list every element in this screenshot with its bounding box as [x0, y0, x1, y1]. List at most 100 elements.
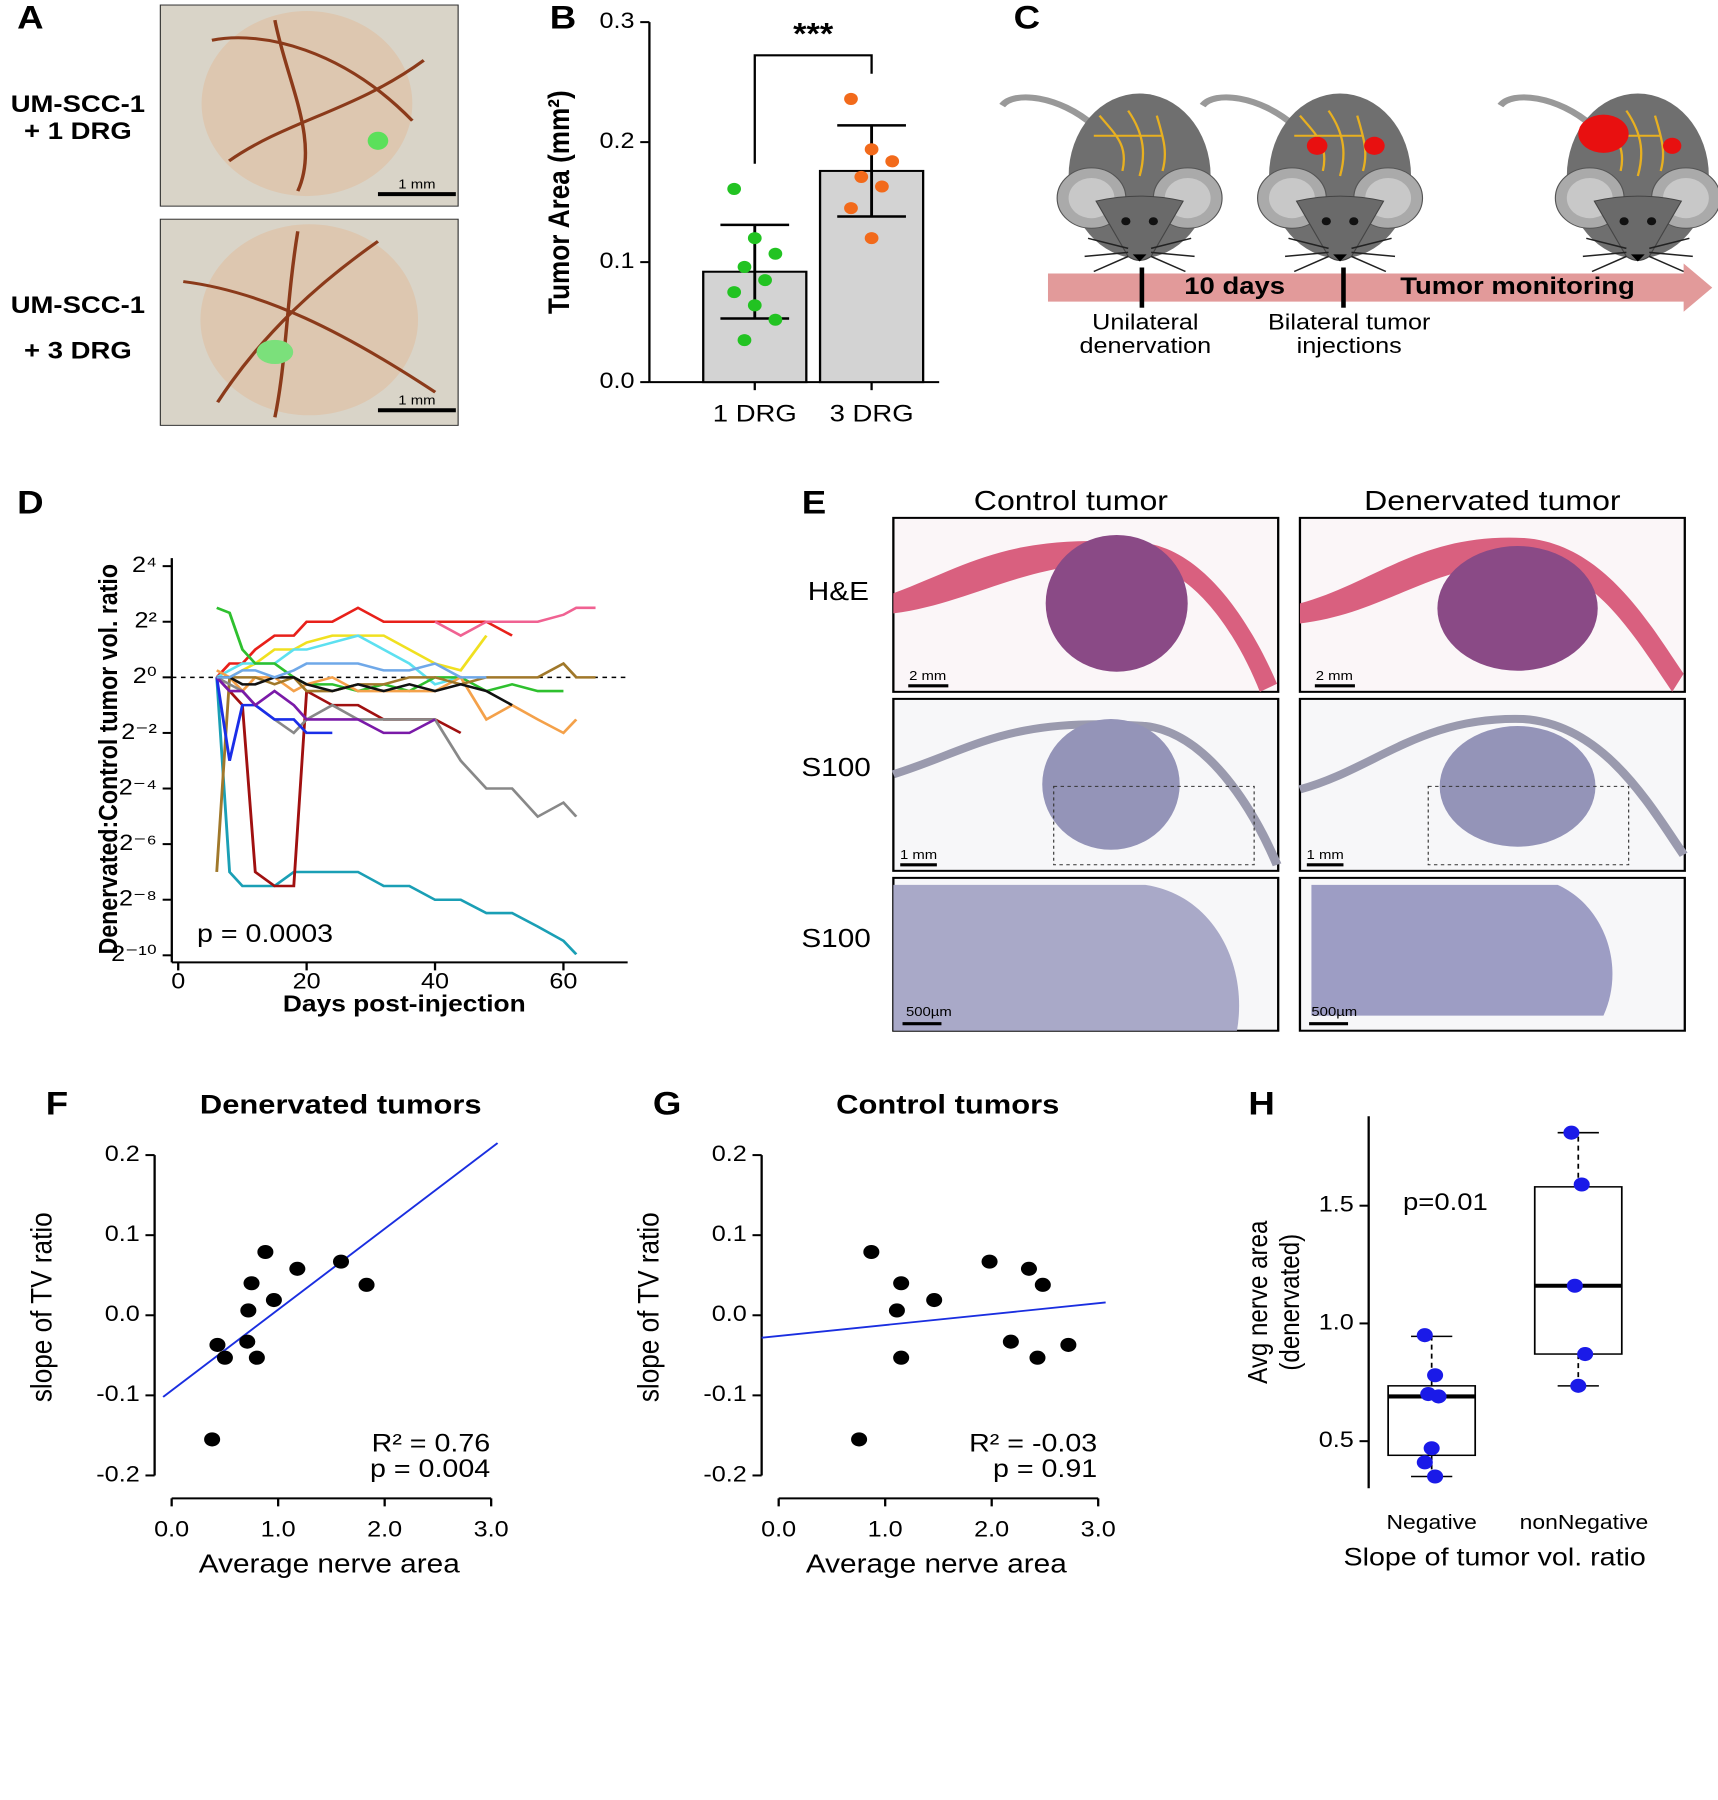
fit-line [761, 1301, 1106, 1339]
series-line [215, 606, 513, 679]
timeline-arrow [1047, 263, 1713, 312]
x-axis-label: Average nerve area [806, 1549, 1067, 1578]
annotation: p = 0.004 [370, 1454, 490, 1482]
y-axis-label: Denervated:Control tumor vol. ratio [95, 564, 124, 954]
tumor [1663, 137, 1682, 154]
timeline-label: 10 days [1184, 273, 1285, 299]
y-tick-label: 2² [135, 609, 158, 633]
data-point [257, 1244, 274, 1260]
tumor-fluorescence [256, 339, 294, 365]
data-point [265, 1293, 282, 1308]
data-point [1034, 1277, 1051, 1292]
event-label: injections [1297, 334, 1402, 358]
histology-images [891, 516, 1688, 1032]
column-header: Control tumor [974, 486, 1168, 517]
series-line [216, 676, 513, 707]
x-tick-label: 1.0 [868, 1518, 903, 1542]
column-header: Denervated tumor [1364, 486, 1621, 517]
chart-title: Denervated tumors [200, 1090, 482, 1120]
data-point [747, 232, 762, 245]
y-axis-label: slope of TV ratio [25, 1212, 58, 1402]
x-tick-label: 40 [421, 970, 449, 994]
data-point [758, 274, 772, 287]
scale-label: 1 mm [1307, 847, 1344, 862]
data-point [358, 1277, 375, 1292]
y-tick-label: 2⁰ [133, 665, 157, 689]
data-point [289, 1261, 306, 1276]
y-axis-label: Tumor Area (mm²) [543, 90, 576, 314]
series-line [215, 677, 333, 761]
data-point [851, 1432, 868, 1447]
data-point [240, 1303, 257, 1318]
data-point [893, 1276, 910, 1291]
row-label: UM-SCC-1 [11, 91, 145, 117]
chart-title: Control tumors [836, 1090, 1059, 1120]
series-line [215, 634, 462, 686]
event-label: denervation [1080, 334, 1212, 358]
data-point [1577, 1347, 1594, 1362]
x-tick-label: 1.0 [261, 1518, 296, 1542]
vessels [211, 19, 425, 192]
significance-bracket [753, 54, 873, 164]
y-tick-label: 2⁻⁴ [119, 776, 157, 800]
data-point [888, 1303, 905, 1318]
x-axis-label: Average nerve area [199, 1549, 460, 1578]
data-point [1427, 1469, 1444, 1484]
event-label: Bilateral tumor [1268, 311, 1431, 335]
scale-label: 500µm [906, 1004, 952, 1019]
y-tick-label: 0.1 [712, 1222, 747, 1246]
data-point [1060, 1337, 1077, 1352]
x-tick-label: 0 [171, 970, 185, 994]
tumor [1306, 136, 1328, 155]
data-point [727, 182, 742, 195]
mouse [1002, 94, 1222, 272]
data-point [893, 1350, 910, 1365]
panel-letter: D [17, 485, 43, 520]
fit-line [162, 1142, 499, 1398]
scale-label: 2 mm [909, 668, 946, 683]
data-point [204, 1432, 221, 1447]
y-tick-label: 0.2 [712, 1142, 747, 1166]
x-tick-label: 60 [549, 970, 577, 994]
data-point [243, 1276, 260, 1291]
data-point [875, 180, 889, 193]
y-tick-label: 0.2 [599, 129, 634, 153]
scale-label: 2 mm [1316, 668, 1353, 683]
y-axis-label: Avg nerve area [1244, 1220, 1274, 1384]
x-tick-label: 1 DRG [713, 401, 797, 427]
y-axis-label: slope of TV ratio [632, 1212, 665, 1402]
annotation: p = 0.0003 [197, 919, 333, 947]
panel-letter: G [653, 1087, 681, 1122]
data-point [747, 299, 762, 312]
box [1533, 1186, 1623, 1355]
data-point [885, 155, 900, 168]
annotation: p=0.01 [1403, 1190, 1488, 1216]
x-tick-label: 2.0 [974, 1518, 1009, 1542]
panel-letter: E [802, 485, 826, 520]
x-axis-label: Slope of tumor vol. ratio [1343, 1543, 1645, 1571]
data-point [844, 202, 858, 215]
data-point [1427, 1368, 1444, 1383]
data-point [248, 1350, 265, 1365]
event-label: Unilateral [1092, 311, 1198, 335]
y-tick-label: 0.2 [105, 1142, 140, 1166]
data-point [1430, 1389, 1447, 1404]
y-tick-label: 0.0 [712, 1302, 747, 1326]
data-point [1416, 1328, 1433, 1343]
y-axis-label: (denervated) [1276, 1234, 1306, 1371]
panel-letter: A [17, 1, 43, 36]
x-tick-label: 3 DRG [830, 401, 914, 427]
x-tick-label: 2.0 [367, 1518, 402, 1542]
data-point [1020, 1261, 1037, 1276]
x-tick-label: nonNegative [1520, 1510, 1649, 1533]
annotation: R² = 0.76 [372, 1429, 491, 1457]
y-tick-label: 2⁻¹⁰ [111, 942, 157, 966]
y-tick-label: 2⁻² [121, 720, 157, 744]
y-tick-label: 0.0 [599, 369, 634, 393]
significance-label: *** [793, 17, 834, 51]
data-point [1423, 1441, 1440, 1456]
x-tick-label: 0.0 [154, 1518, 189, 1542]
data-point [1563, 1125, 1580, 1140]
data-point [864, 143, 879, 156]
mouse [1203, 94, 1423, 272]
